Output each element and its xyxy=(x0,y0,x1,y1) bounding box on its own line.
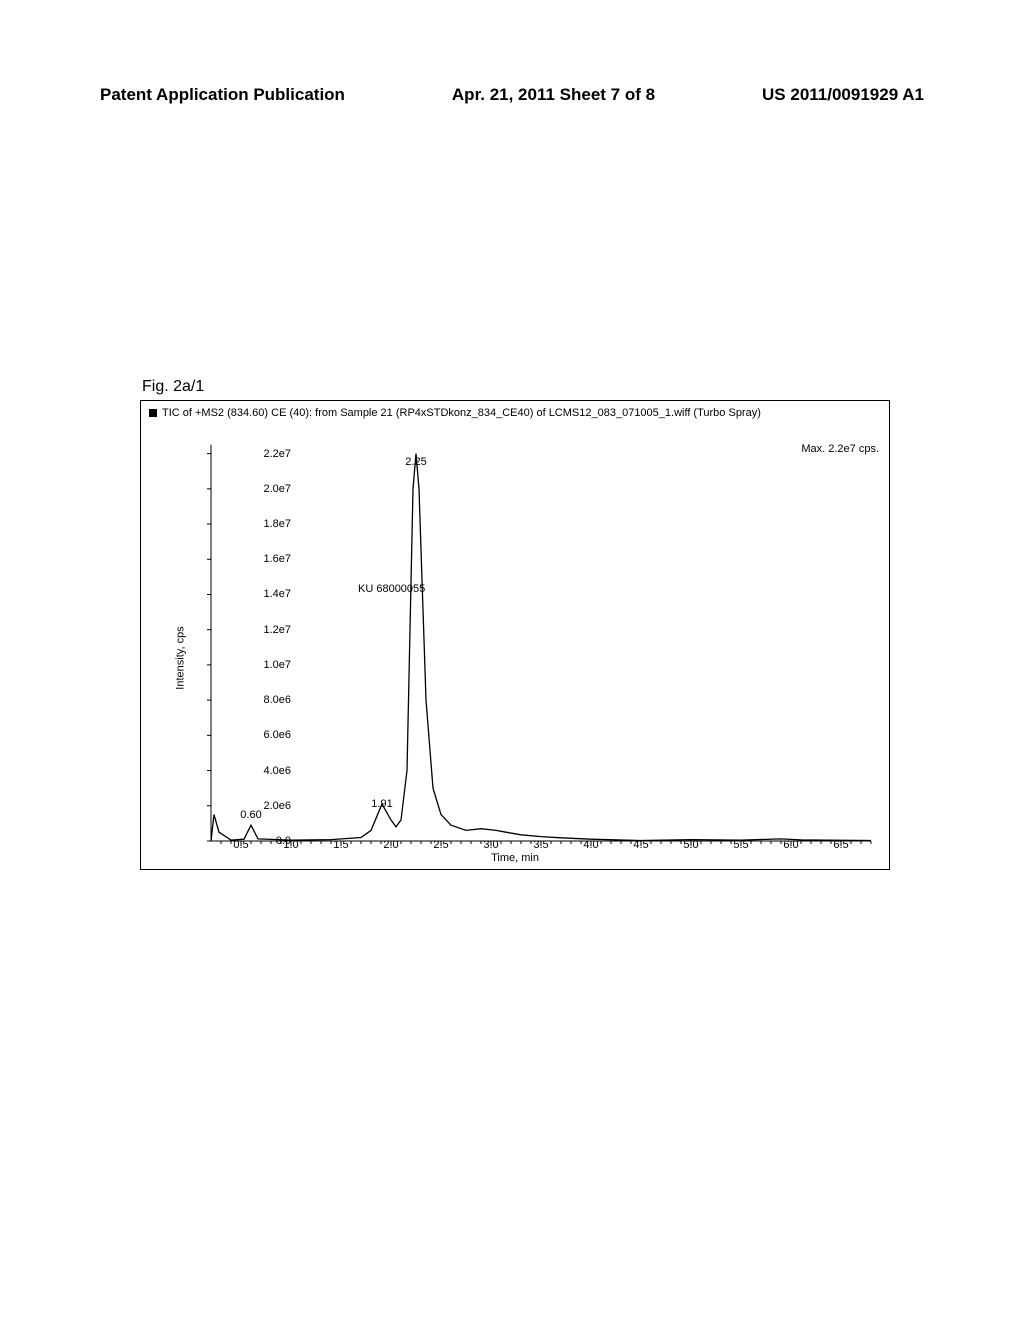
x-tick: 5.5 xyxy=(733,839,748,851)
peak-label: 2.25 xyxy=(405,456,426,468)
y-tick: 8.0e6 xyxy=(241,694,291,706)
y-tick: 1.2e7 xyxy=(241,624,291,636)
x-tick: 1.0 xyxy=(283,839,298,851)
y-tick: 1.4e7 xyxy=(241,588,291,600)
x-tick: 2.5 xyxy=(433,839,448,851)
tic-text: TIC of +MS2 (834.60) CE (40): from Sampl… xyxy=(162,407,761,419)
y-tick: 1.8e7 xyxy=(241,518,291,530)
plot-area xyxy=(211,436,871,841)
chromatogram-trace xyxy=(211,436,871,841)
y-tick: 2.2e7 xyxy=(241,448,291,460)
x-tick: 6.5 xyxy=(833,839,848,851)
y-tick: 4.0e6 xyxy=(241,765,291,777)
tic-legend: TIC of +MS2 (834.60) CE (40): from Sampl… xyxy=(149,407,761,419)
x-tick: 6.0 xyxy=(783,839,798,851)
peak-label: 1.91 xyxy=(371,798,392,810)
x-tick: 4.5 xyxy=(633,839,648,851)
x-tick: 4.0 xyxy=(583,839,598,851)
x-tick: 3.0 xyxy=(483,839,498,851)
publication-type: Patent Application Publication xyxy=(100,85,345,105)
annotation: KU 68000055 xyxy=(358,583,425,595)
figure-label: Fig. 2a/1 xyxy=(142,378,204,396)
x-tick: 0.5 xyxy=(233,839,248,851)
document-header: Patent Application Publication Apr. 21, … xyxy=(0,85,1024,105)
y-tick: 1.6e7 xyxy=(241,553,291,565)
date-sheet: Apr. 21, 2011 Sheet 7 of 8 xyxy=(452,85,655,105)
x-tick: 5.0 xyxy=(683,839,698,851)
x-axis-label: Time, min xyxy=(491,852,539,864)
y-tick: 6.0e6 xyxy=(241,729,291,741)
legend-marker xyxy=(149,409,157,417)
y-axis-label: Intensity, cps xyxy=(175,627,187,690)
publication-number: US 2011/0091929 A1 xyxy=(762,85,924,105)
chart-frame: TIC of +MS2 (834.60) CE (40): from Sampl… xyxy=(140,400,890,870)
x-tick: 1.5 xyxy=(333,839,348,851)
x-tick: 2.0 xyxy=(383,839,398,851)
x-tick: 3.5 xyxy=(533,839,548,851)
y-tick: 1.0e7 xyxy=(241,659,291,671)
peak-label: 0.60 xyxy=(240,809,261,821)
y-tick: 2.0e7 xyxy=(241,483,291,495)
